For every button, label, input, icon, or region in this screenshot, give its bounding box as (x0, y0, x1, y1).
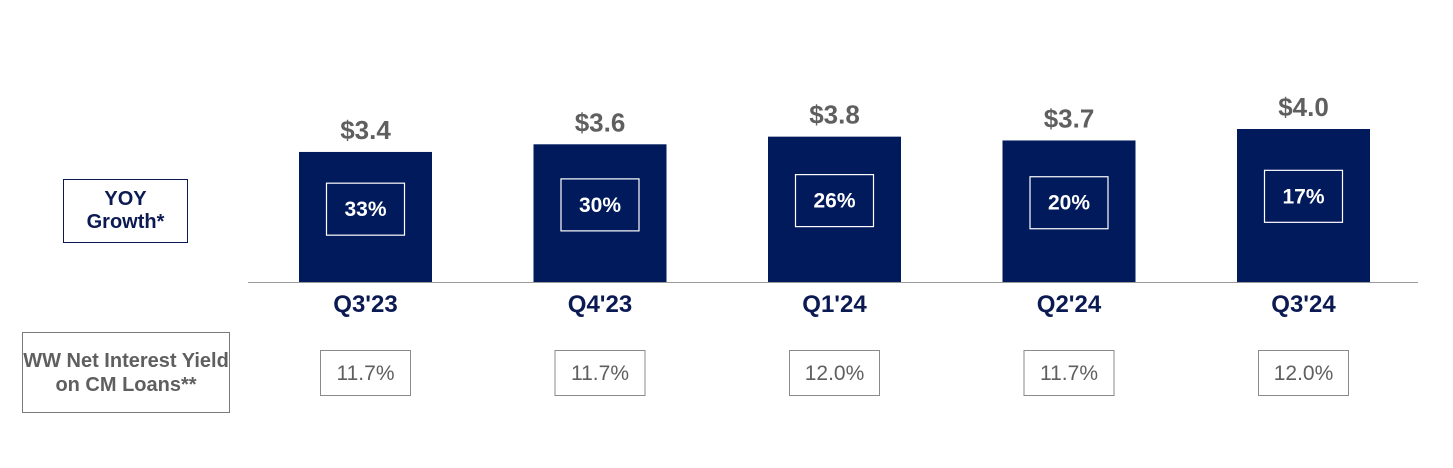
yoy-growth-box (1263, 169, 1344, 223)
yield-box (320, 350, 411, 396)
bar-value-label: $3.7 (1044, 103, 1095, 133)
yield-value: 12.0% (1274, 362, 1334, 385)
yoy-growth-box (560, 178, 640, 232)
bar-value-label: $3.6 (575, 107, 626, 137)
bar-value-label: $4.0 (1278, 92, 1329, 122)
yoy-growth-value: 26% (813, 190, 855, 213)
yield-box (1023, 350, 1115, 396)
bar-value-label: $3.4 (340, 115, 391, 145)
bar-1 (299, 151, 432, 282)
yoy-growth-value: 20% (1048, 192, 1090, 215)
bar-value-label: $3.8 (809, 100, 860, 130)
yield-box (554, 350, 646, 396)
yoy-growth-box (1029, 176, 1109, 230)
x-tick-label: Q4'23 (568, 291, 632, 318)
yoy-growth-value: 33% (344, 198, 386, 221)
yoy-growth-value: 17% (1282, 185, 1324, 208)
yield-value: 11.7% (1040, 362, 1098, 385)
yield-box (789, 350, 880, 396)
yoy-growth-box (794, 174, 875, 228)
bar-4 (1002, 140, 1136, 282)
bar-5 (1237, 129, 1370, 282)
x-tick-label: Q2'24 (1037, 291, 1102, 318)
bar-3 (768, 136, 901, 282)
yoy-growth-value: 30% (579, 194, 621, 217)
yield-value: 11.7% (337, 362, 395, 385)
yield-value: 11.7% (571, 362, 629, 385)
yoy-growth-box (325, 182, 406, 236)
x-tick-label: Q3'24 (1271, 291, 1336, 318)
x-tick-label: Q1'24 (802, 291, 867, 318)
yield-box (1258, 350, 1349, 396)
yoy-growth-legend: YOY Growth* (63, 179, 188, 243)
bar-2 (533, 144, 667, 282)
x-tick-label: Q3'23 (333, 291, 397, 318)
net-interest-yield-legend: WW Net Interest Yield on CM Loans** (22, 332, 230, 413)
yield-value: 12.0% (805, 362, 865, 385)
